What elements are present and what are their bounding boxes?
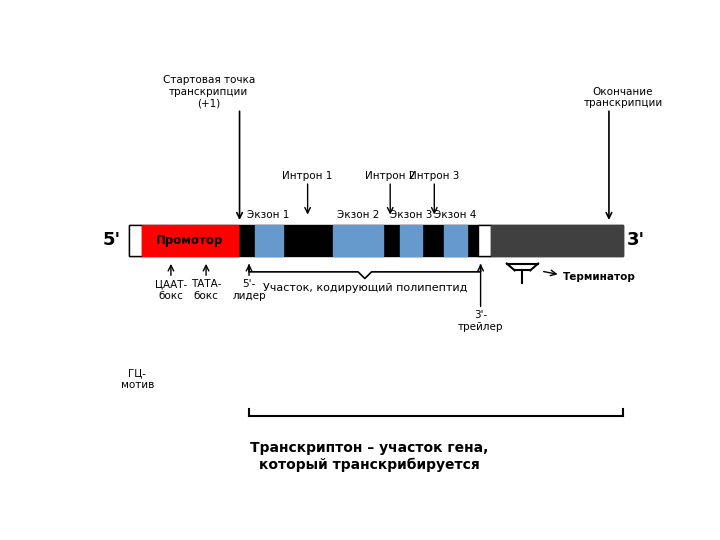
Text: 5'-
лидер: 5'- лидер <box>233 279 266 301</box>
Bar <box>129 225 623 256</box>
Bar <box>444 225 467 256</box>
Bar <box>400 225 422 256</box>
Text: Стартовая точка
транскрипции
(+1): Стартовая точка транскрипции (+1) <box>163 75 255 109</box>
Text: Терминатор: Терминатор <box>563 272 636 282</box>
Text: Окончание
транскрипции: Окончание транскрипции <box>583 87 662 109</box>
Bar <box>142 225 238 256</box>
Bar <box>333 225 383 256</box>
Text: Промотор: Промотор <box>156 234 223 247</box>
Text: Экзон 1: Экзон 1 <box>248 210 289 220</box>
Text: Интрон 3: Интрон 3 <box>409 171 459 181</box>
Text: Транскриптон – участок гена,
который транскрибируется: Транскриптон – участок гена, который тра… <box>250 441 488 471</box>
Text: Интрон 1: Интрон 1 <box>282 171 333 181</box>
Text: Экзон 3: Экзон 3 <box>390 210 432 220</box>
Text: ЦААТ-
бокс: ЦААТ- бокс <box>155 279 187 301</box>
Text: ГЦ-
мотив: ГЦ- мотив <box>121 368 154 390</box>
Text: 5': 5' <box>102 232 120 249</box>
Bar <box>129 225 142 256</box>
Text: Экзон 4: Экзон 4 <box>434 210 477 220</box>
Text: Интрон 2: Интрон 2 <box>365 171 415 181</box>
Text: 3'-
трейлер: 3'- трейлер <box>458 310 503 332</box>
Text: ТАТА-
бокс: ТАТА- бокс <box>191 279 221 301</box>
Text: Экзон 2: Экзон 2 <box>337 210 379 220</box>
Bar <box>490 225 623 256</box>
Text: Участок, кодирующий полипептид: Участок, кодирующий полипептид <box>263 282 467 293</box>
Bar <box>478 225 490 256</box>
Text: 3': 3' <box>626 232 645 249</box>
Bar <box>255 225 282 256</box>
